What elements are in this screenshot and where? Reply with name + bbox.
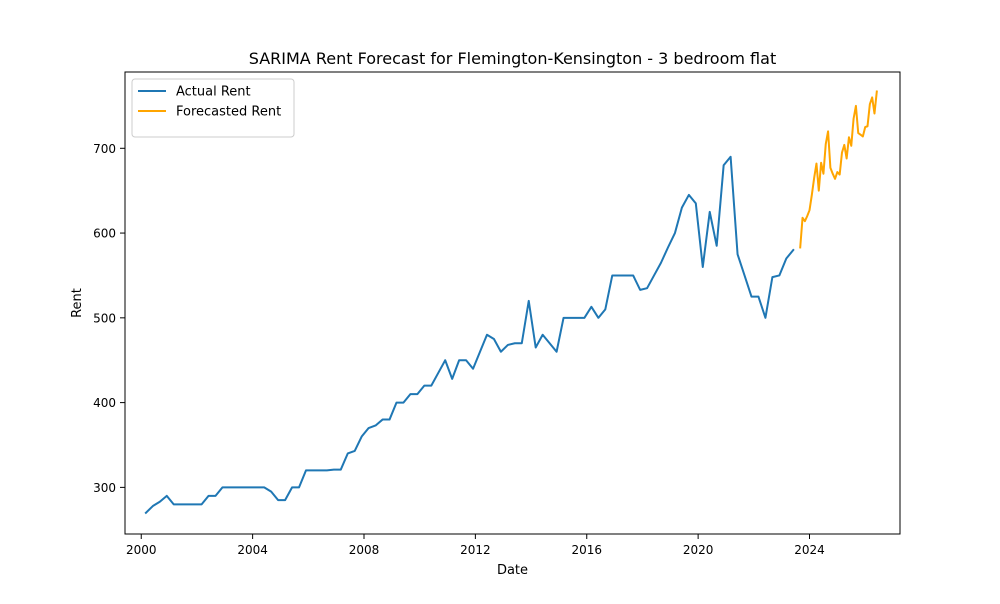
y-tick-label: 500 (93, 311, 116, 325)
y-tick-label: 300 (93, 481, 116, 495)
plot-series (144, 90, 878, 515)
chart-title: SARIMA Rent Forecast for Flemington-Kens… (249, 49, 776, 68)
y-tick-label: 700 (93, 142, 116, 156)
y-tick-label: 600 (93, 227, 116, 241)
x-tick-label: 2016 (571, 543, 602, 557)
x-tick-label: 2012 (460, 543, 491, 557)
x-axis-label: Date (497, 563, 528, 578)
legend-box (131, 78, 295, 138)
y-tick-label: 400 (93, 396, 116, 410)
legend-label: Actual Rent (176, 85, 251, 100)
x-tick-label: 2024 (794, 543, 825, 557)
legend-label: Forecasted Rent (176, 105, 281, 120)
legend: Actual Rent Forecasted Rent (131, 78, 295, 138)
x-tick-label: 2004 (237, 543, 268, 557)
plot-frame (124, 71, 901, 535)
x-tick-label: 2020 (683, 543, 714, 557)
series-line-forecasted-rent (799, 90, 878, 249)
x-tick-label: 2008 (349, 543, 380, 557)
x-axis: 2000 2004 2008 2012 2016 2020 2024 (126, 534, 825, 557)
y-axis-label: Rent (70, 288, 85, 318)
x-tick-label: 2000 (126, 543, 157, 557)
y-axis: 300 400 500 600 700 (93, 142, 125, 495)
series-line-actual-rent (144, 155, 795, 515)
